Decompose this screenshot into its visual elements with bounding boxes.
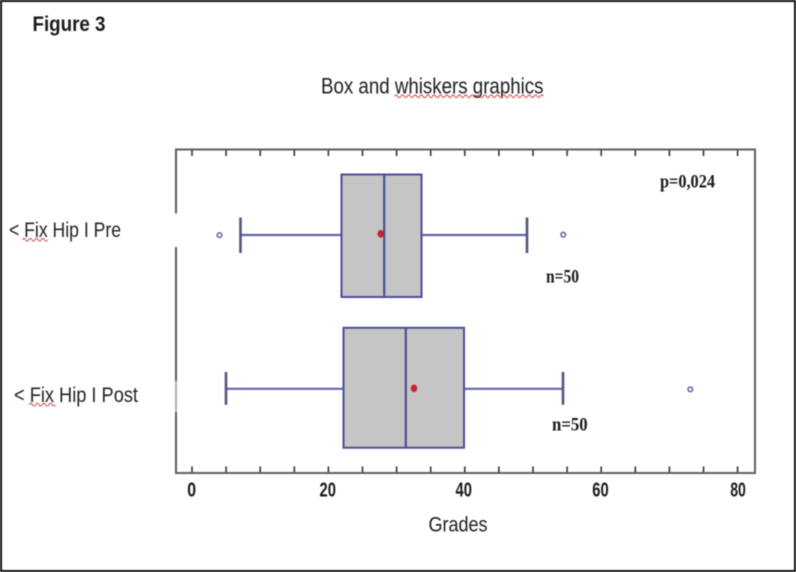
svg-text:n=50: n=50 xyxy=(552,415,588,436)
svg-text:0: 0 xyxy=(187,480,196,502)
svg-text:Box and whiskers graphics: Box and whiskers graphics xyxy=(321,74,544,99)
svg-text:n=50: n=50 xyxy=(546,267,579,288)
svg-text:Grades: Grades xyxy=(429,514,488,537)
svg-text:p=0,024: p=0,024 xyxy=(660,172,715,193)
svg-text:80: 80 xyxy=(730,480,746,502)
svg-text:< Fix Hip I Pre: < Fix Hip I Pre xyxy=(9,219,121,242)
svg-text:60: 60 xyxy=(592,480,608,502)
svg-text:20: 20 xyxy=(320,480,336,502)
svg-text:40: 40 xyxy=(456,480,472,502)
svg-text:Figure 3: Figure 3 xyxy=(33,13,106,36)
svg-text:< Fix Hip I Post: < Fix Hip I Post xyxy=(14,384,138,407)
